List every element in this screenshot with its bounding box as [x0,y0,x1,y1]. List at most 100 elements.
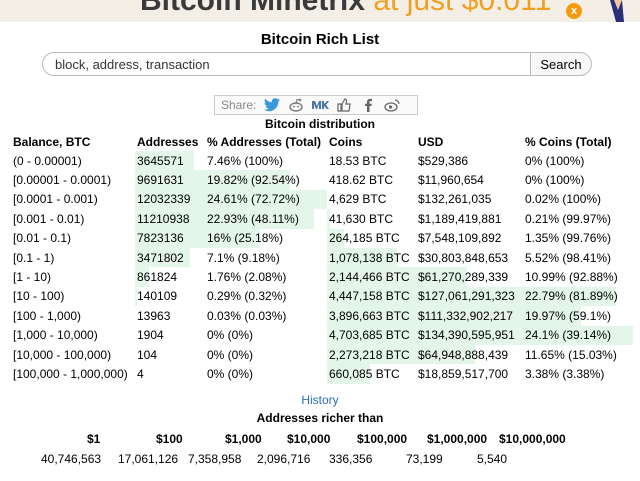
balance-cell: [100,000 - 1,000,000) [13,366,128,381]
table-row: [0.00001 - 0.0001) 9691631 19.82% (92.54%)… [11,170,633,190]
usd-cell: $127,061,291,323 [416,286,523,307]
richer-values-table: 40,746,563 17,061,126 7,358,958 2,096,71… [41,450,537,468]
usd-cell: $11,960,654 [418,173,484,188]
richer-value: 5,540 [477,452,508,466]
promo-banner[interactable]: Bitcoin Minetrix at just $0.011 x [0,0,640,22]
share-label: Share: [221,98,257,112]
richer-header: $10,000,000 [499,432,566,446]
usd-cell: $134,390,595,951 [416,325,523,345]
pct-coins-cell: 0% (100%) [525,153,585,168]
richer-value: 40,746,563 [41,452,102,466]
table-row: [0.1 - 1) 3471802 7.1% (9.18%) 1,078,138 BT… [11,247,633,268]
table-header-row: Balance, BTC Addresses % Addresses (Tota… [11,132,633,151]
richer-value: 7,358,958 [188,452,242,466]
richer-value: 17,061,126 [118,452,179,466]
pct-addresses-cell: 16% (25.18%) [205,228,327,248]
richer-values-row: 40,746,563 17,061,126 7,358,958 2,096,71… [41,450,537,468]
coins-cell: 41,630 BTC [327,209,416,229]
pct-coins-cell: 24.1% (39.14%) [523,325,633,345]
coins-cell: 2,144,466 BTC [327,267,416,287]
usd-cell: $132,261,035 [418,192,492,207]
addresses-cell: 11210938 [135,209,205,229]
balance-cell: [0.00001 - 0.0001) [13,173,112,188]
pct-coins-cell: 5.52% (98.41%) [525,250,612,265]
coins-cell: 660,085 BTC [327,364,416,384]
richer-header: $1 [87,432,101,446]
table-row: [0.01 - 0.1) 7823136 16% (25.18%) 264,185 B… [11,228,633,248]
share-bar: Share: [214,95,418,115]
distribution-caption: Bitcoin distribution [265,117,375,131]
richer-header-row: $1 $100 $1,000 $10,000 $100,000 $1,000,0… [87,430,579,448]
table-row: [0.001 - 0.01) 11210938 22.93% (48.11%) 41,… [11,209,633,229]
usd-cell: $61,270,289,339 [416,267,523,287]
table-row: [1 - 10) 861824 1.76% (2.08%) 2,144,466 BTC… [11,267,633,287]
balance-cell: [100 - 1,000) [13,308,82,323]
richer-value: 73,199 [406,452,443,466]
addresses-cell: 140109 [135,286,205,307]
coins-cell: 2,273,218 BTC [327,344,416,365]
table-row: [1,000 - 10,000) 1904 0% (0%) 4,703,685 BTC… [11,325,633,345]
coins-cell: 4,703,685 BTC [327,325,416,345]
table-row: [0.0001 - 0.001) 12032339 24.61% (72.72%) 4… [11,189,633,210]
banner-text: Bitcoin Minetrix at just $0.011 [140,0,552,17]
usd-cell: $64,948,888,439 [416,344,523,365]
column-header: % Addresses (Total) [207,134,322,149]
column-header: Addresses [137,134,199,149]
usd-cell: $529,386 [418,153,469,168]
pct-addresses-cell: 0.03% (0.03%) [207,308,287,323]
richer-value: 2,096,716 [257,452,311,466]
addresses-cell: 1904 [135,325,205,345]
vk-icon[interactable] [308,96,332,114]
balance-cell: [0.01 - 0.1) [13,231,72,246]
table-row: [10 - 100) 140109 0.29% (0.32%) 4,447,158 B… [11,286,633,307]
balance-cell: [0.001 - 0.01) [13,211,85,226]
pct-addresses-cell: 7.46% (100%) [207,153,284,168]
richer-header: $100,000 [357,432,408,446]
coins-cell: 418.62 BTC [329,173,394,188]
usd-cell: $30,803,848,653 [418,250,509,265]
balance-cell: (0 - 0.00001) [13,153,82,168]
pct-addresses-cell: 7.1% (9.18%) [207,250,280,265]
pct-addresses-cell: 22.93% (48.11%) [205,209,327,229]
column-header: Coins [329,134,363,149]
pct-coins-cell: 3.38% (3.38%) [525,366,605,381]
search-input[interactable] [42,52,530,76]
usd-cell: $111,332,902,217 [416,306,523,326]
column-header: USD [418,134,444,149]
richer-table: $1 $100 $1,000 $10,000 $100,000 $1,000,0… [87,430,579,448]
pct-addresses-cell: 19.82% (92.54%) [205,170,327,190]
addresses-cell: 104 [135,344,205,365]
balance-cell: [10,000 - 100,000) [13,347,112,362]
pct-addresses-cell: 0.29% (0.32%) [207,289,287,304]
pct-coins-cell: 0% (100%) [525,173,585,188]
weibo-icon[interactable] [380,96,404,114]
facebook-icon[interactable] [356,96,380,114]
search-button[interactable]: Search [530,52,592,76]
pct-coins-cell: 1.35% (99.76%) [525,231,612,246]
richer-header: $1,000,000 [427,432,488,446]
coins-cell: 4,629 BTC [329,192,387,207]
addresses-cell: 3645571 [135,151,205,171]
addresses-cell: 12032339 [135,189,205,210]
usd-cell: $18,859,517,700 [418,366,509,381]
mascot-figure-icon [610,0,624,22]
coins-cell: 264,185 BTC [327,228,416,248]
distribution-table: Balance, BTC Addresses % Addresses (Tota… [11,132,633,384]
balance-cell: [1 - 10) [13,270,52,285]
table-row: (0 - 0.00001) 3645571 7.46% (100%) 18.53 BT… [11,151,633,171]
pct-coins-cell: 0.21% (99.97%) [525,211,612,226]
richer-header: $1,000 [225,432,262,446]
like-icon[interactable] [332,96,356,114]
pct-coins-cell: 11.65% (15.03%) [525,347,617,362]
addresses-cell: 13963 [135,306,205,326]
reddit-icon[interactable] [284,96,308,114]
balance-cell: [0.0001 - 0.001) [13,192,98,207]
twitter-icon[interactable] [260,96,284,114]
table-row: [100,000 - 1,000,000) 4 0% (0%) 660,085 BTC… [11,364,633,384]
addresses-cell: 7823136 [135,228,205,248]
history-link[interactable]: History [301,393,339,407]
addresses-cell: 861824 [135,267,205,287]
pct-coins-cell: 10.99% (92.88%) [525,270,618,285]
table-row: [100 - 1,000) 13963 0.03% (0.03%) 3,896,663… [11,306,633,326]
close-icon[interactable]: x [566,3,582,19]
